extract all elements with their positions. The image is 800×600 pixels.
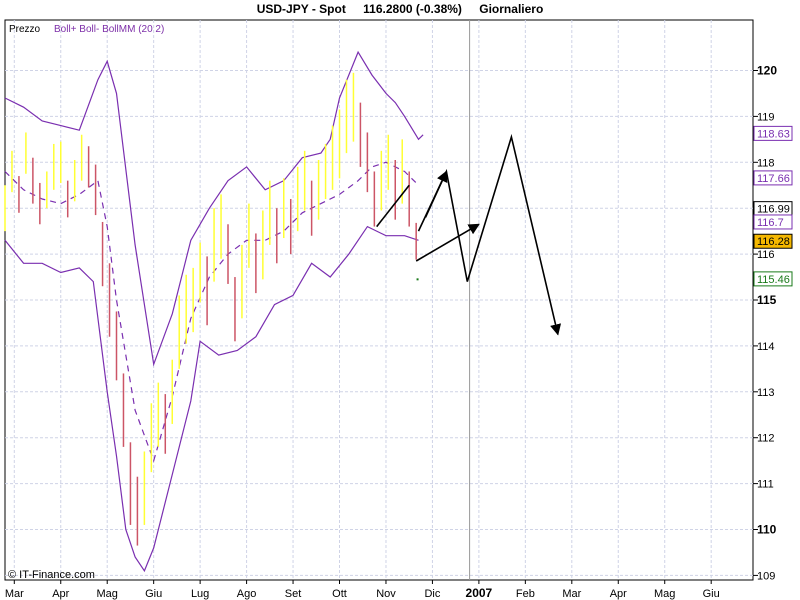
price-label-box	[753, 125, 793, 141]
x-axis: Mar Apr Mag Giu Lug Ago Set Ott Nov Dic 2007 Feb Mar…	[5, 580, 720, 600]
x-tick-label: Ott	[332, 588, 347, 600]
indicator-legend: Boll+ Boll- BollMM (20 2)	[54, 24, 164, 35]
upper-band-line	[4, 50, 424, 367]
lower-band-line	[4, 225, 419, 573]
x-tick-label: Giu	[703, 588, 720, 600]
x-tick-label: Mar	[5, 588, 24, 600]
mid-band-line	[4, 161, 419, 463]
x-tick-label: Set	[285, 588, 302, 600]
panel-label: Prezzo	[9, 24, 41, 35]
y-tick-label: 110	[757, 523, 777, 537]
y-tick-label: 118	[757, 157, 775, 169]
y-tick-label: 114	[757, 341, 775, 353]
chart-title: USD-JPY - Spot 116.2800 (-0.38%) Giornal…	[257, 2, 544, 16]
x-tick-label: Mag	[97, 588, 118, 600]
forecast-arrows	[376, 133, 562, 336]
price-label-box	[753, 170, 793, 186]
x-tick-label: Giu	[145, 588, 162, 600]
price-label-text: 118.63	[757, 128, 790, 140]
x-tick-label: Apr	[610, 588, 627, 600]
plot-area	[4, 19, 754, 581]
price-label-text: 117.66	[757, 173, 790, 185]
y-tick-label: 115	[757, 293, 777, 307]
grid	[5, 20, 753, 580]
x-tick-label: Feb	[516, 588, 535, 600]
y-tick-label: 111	[757, 479, 774, 491]
title-price: 116.2800 (-0.38%)	[363, 2, 462, 16]
x-tick-label: Mag	[654, 588, 675, 600]
y-tick-label: 109	[757, 570, 775, 582]
price-label-text: 115.46	[757, 274, 790, 286]
x-tick-label: Nov	[376, 588, 396, 600]
price-bars	[4, 72, 419, 546]
x-tick-label: 2007	[466, 586, 493, 600]
x-tick-label: Dic	[424, 588, 440, 600]
price-label-text: 116.28	[757, 236, 790, 248]
forecast-line	[376, 184, 410, 228]
x-tick-label: Apr	[52, 588, 69, 600]
price-label-box	[753, 271, 793, 287]
price-label-text: 116.99	[757, 204, 790, 216]
price-label-text: 116.7	[757, 217, 784, 229]
price-label-box	[753, 214, 793, 230]
price-label-box	[753, 233, 793, 249]
y-tick-label: 120	[757, 63, 777, 77]
forecast-line	[415, 223, 480, 262]
credit-text: © IT-Finance.com	[8, 569, 95, 581]
last-point-marker	[416, 278, 419, 281]
title-symbol: USD-JPY - Spot	[257, 2, 346, 16]
y-tick-label: 116	[757, 249, 775, 261]
y-tick-label: 119	[757, 111, 775, 123]
y-axis: 109110111112113114115116117118119120	[753, 63, 777, 582]
title-period: Giornaliero	[479, 2, 543, 16]
forecast-line	[417, 170, 448, 232]
x-tick-label: Mar	[562, 588, 581, 600]
bollinger-bands	[4, 50, 424, 573]
x-tick-label: Lug	[191, 588, 209, 600]
x-tick-label: Ago	[237, 588, 257, 600]
y-tick-label: 113	[757, 387, 775, 399]
y-tick-label: 112	[757, 433, 775, 445]
